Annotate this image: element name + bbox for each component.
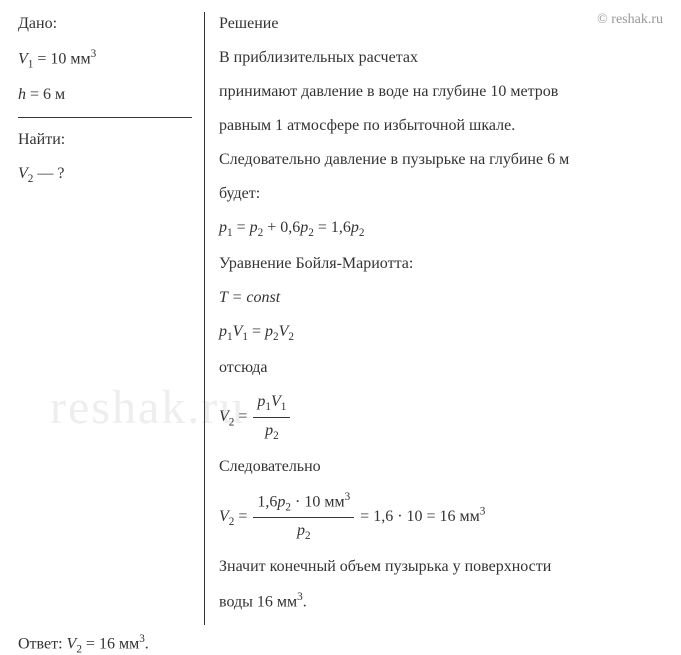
answer-line: Ответ: V2 = 16 мм3. [18, 633, 663, 655]
para9: Значит конечный объем пузырька у поверхн… [219, 555, 663, 579]
eq1: p1 = p2 + 0,6p2 = 1,6p2 [219, 216, 663, 242]
para10: воды 16 мм3. [219, 589, 663, 614]
v1-sup: 3 [91, 48, 97, 60]
v1-var: V [18, 50, 28, 67]
para8: Следовательно [219, 455, 663, 479]
para6: Уравнение Бойля-Мариотта: [219, 252, 663, 276]
para1: В приблизительных расчетах [219, 46, 663, 70]
eq5: V2 = 1,6p2 · 10 мм3 p2 = 1,6 · 10 = 16 м… [219, 489, 663, 545]
para2: принимают давление в воде на глубине 10 … [219, 80, 663, 104]
v2-var: V [18, 165, 28, 182]
para4: Следовательно давление в пузырьке на глу… [219, 148, 663, 172]
given-h: h = 6 м [18, 83, 192, 107]
eq4: V2 = p1V1 p2 [219, 390, 663, 445]
v2-eq: — ? [33, 165, 64, 182]
solution-title: Решение [219, 12, 663, 36]
solution-column: Решение В приблизительных расчетах прини… [205, 12, 663, 625]
para5: будет: [219, 182, 663, 206]
v1-eq: = 10 мм [33, 50, 90, 67]
h-eq: = 6 м [26, 86, 65, 103]
para3: равным 1 атмосфере по избыточной шкале. [219, 114, 663, 138]
eq5-fraction: 1,6p2 · 10 мм3 p2 [253, 489, 354, 545]
given-v1: V1 = 10 мм3 [18, 46, 192, 73]
h-var: h [18, 86, 26, 103]
find-v2: V2 — ? [18, 162, 192, 188]
para7: отсюда [219, 356, 663, 380]
solution-layout: Дано: V1 = 10 мм3 h = 6 м Найти: V2 — ? … [18, 12, 663, 625]
eq3: p1V1 = p2V2 [219, 320, 663, 346]
eq2: T = const [219, 286, 663, 310]
given-column: Дано: V1 = 10 мм3 h = 6 м Найти: V2 — ? [18, 12, 204, 625]
find-title: Найти: [18, 128, 192, 152]
eq1-p1: p [219, 219, 227, 236]
eq4-fraction: p1V1 p2 [253, 390, 290, 445]
given-divider [18, 117, 192, 118]
given-title: Дано: [18, 12, 192, 36]
